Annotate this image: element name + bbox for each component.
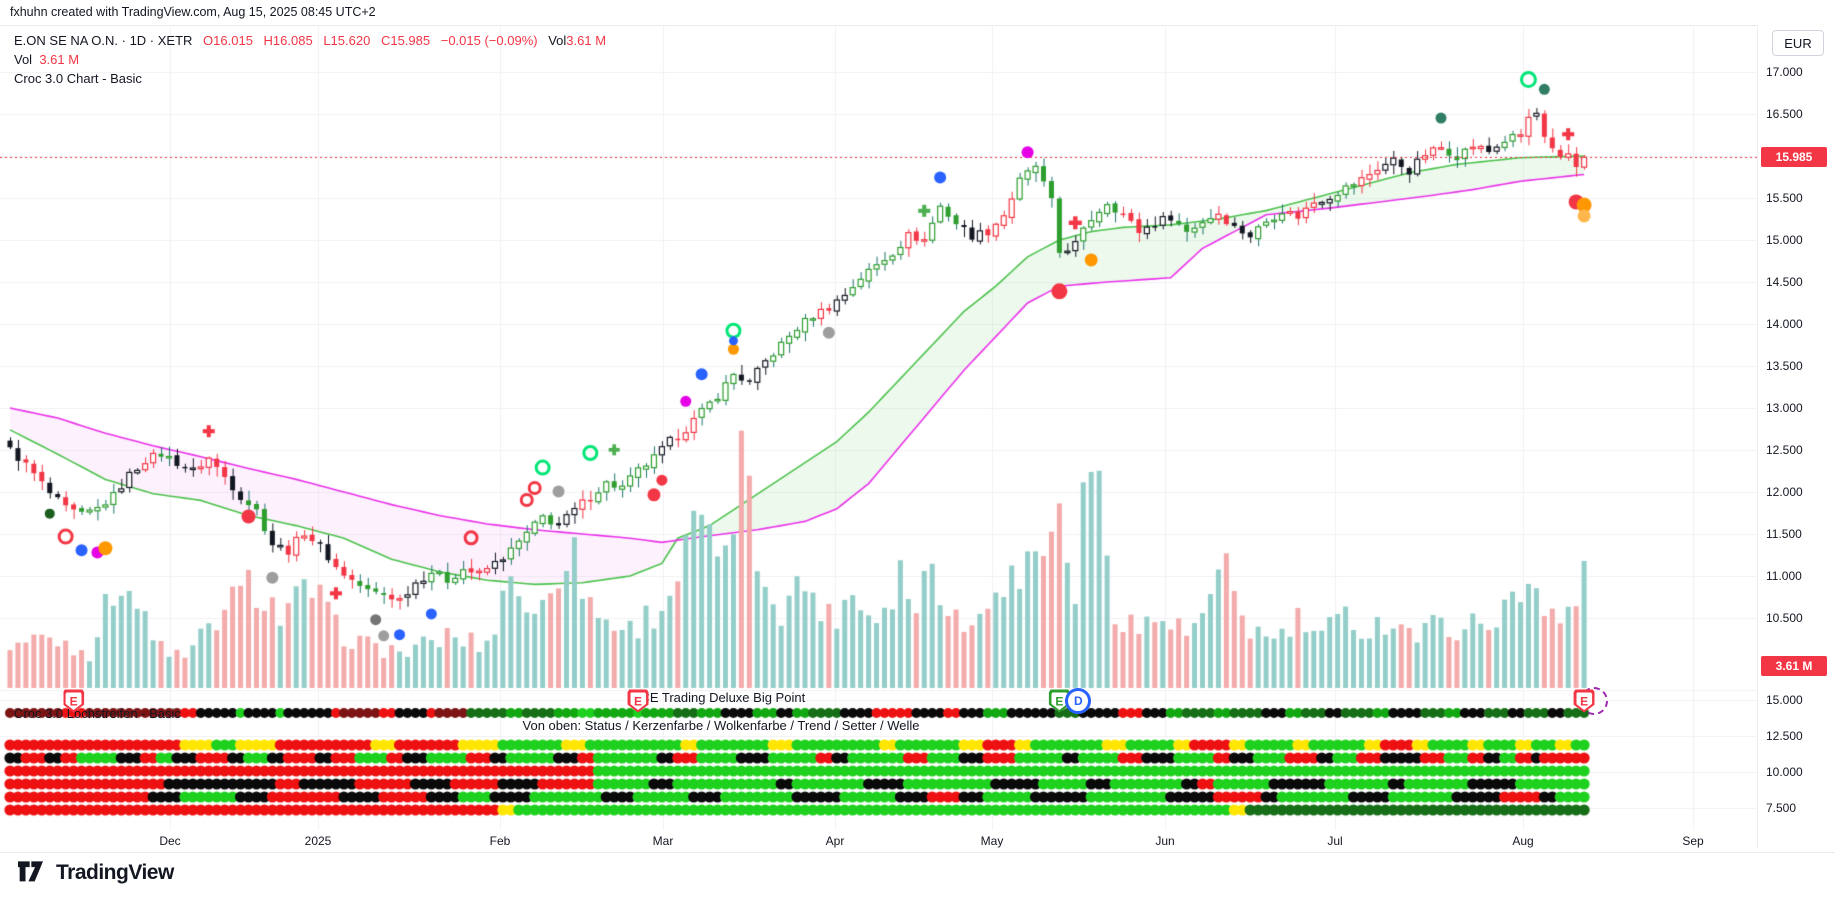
price-axis-label: 12.000 [1766, 485, 1803, 499]
volume-badge: 3.61 M [1761, 656, 1827, 676]
pane2-indicator-label[interactable]: Croc 3.0 Lochstreifen - Basic [14, 706, 181, 721]
volume-row-label[interactable]: Vol [14, 52, 33, 67]
time-axis-label: Aug [1512, 834, 1534, 848]
pane2-axis-label: 10.000 [1766, 765, 1803, 779]
earnings-badge-icon[interactable]: E [1573, 689, 1595, 713]
tradingview-logo-icon[interactable] [18, 861, 48, 885]
symbol-title[interactable]: E.ON SE NA O.N. · 1D · XETR [14, 33, 193, 48]
pane2-title: ICE Trading Deluxe Big Point [636, 690, 806, 705]
price-axis-label: 14.500 [1766, 275, 1803, 289]
current-price-badge: 15.985 [1761, 147, 1827, 168]
price-axis-label: 10.500 [1766, 611, 1803, 625]
symbol-row[interactable]: E.ON SE NA O.N. · 1D · XETR O16.015 H16.… [14, 31, 606, 50]
price-axis-label: 12.500 [1766, 443, 1803, 457]
price-axis-label: 11.000 [1766, 569, 1802, 583]
time-axis-label: Sep [1682, 834, 1704, 848]
price-axis-label: 15.000 [1766, 233, 1803, 247]
pane2-subtitle: Von oben: Status / Kerzenfarbe / Wolkenf… [522, 718, 920, 733]
time-axis-label: Feb [489, 834, 511, 848]
time-axis-label: May [980, 834, 1004, 848]
time-axis-label: Apr [825, 834, 845, 848]
volume-row[interactable]: Vol 3.61 M [14, 50, 606, 69]
price-scale[interactable]: EUR 17.000 16.500 15.500 15.000 14.500 14.000… [1757, 25, 1835, 848]
footer: TradingView [18, 861, 174, 885]
price-axis-label: 17.000 [1766, 65, 1803, 79]
price-axis-label: 15.500 [1766, 191, 1803, 205]
dividend-badge-icon[interactable]: D [1065, 688, 1092, 714]
currency-button[interactable]: EUR [1772, 30, 1824, 56]
price-axis-label: 11.500 [1766, 527, 1802, 541]
time-axis-label: Mar [652, 834, 674, 848]
time-axis-label: Jul [1327, 834, 1343, 848]
volume-row-value: 3.61 M [39, 52, 80, 67]
earnings-badge-icon[interactable]: E [627, 689, 649, 713]
pane2-axis-label: 15.000 [1766, 693, 1803, 707]
time-axis-label: Dec [159, 834, 181, 848]
price-chart-canvas[interactable] [0, 25, 1757, 832]
vol-label: Vol [548, 33, 567, 48]
ohlc-close: C15.985 [380, 33, 431, 48]
indicator-label[interactable]: Croc 3.0 Chart - Basic [14, 71, 142, 86]
pane2-axis-label: 12.500 [1766, 729, 1803, 743]
earnings-badge-icon[interactable]: E [1048, 689, 1070, 713]
ohlc-open: O16.015 [203, 33, 253, 48]
time-axis-label: Jun [1155, 834, 1175, 848]
price-axis-label: 13.500 [1766, 359, 1803, 373]
price-axis-label: 14.000 [1766, 317, 1803, 331]
bottom-separator [0, 852, 1835, 853]
attribution-text: fxhuhn created with TradingView.com, Aug… [10, 5, 376, 19]
tradingview-brand-text[interactable]: TradingView [56, 861, 174, 884]
earnings-badge-icon[interactable]: E [63, 689, 85, 713]
price-axis-label: 16.500 [1766, 107, 1803, 121]
ohlc-high: H16.085 [263, 33, 313, 48]
vol-value: 3.61 M [566, 33, 607, 48]
pane2-axis-label: 7.500 [1766, 801, 1797, 815]
time-axis[interactable]: Dec 2025 Feb Mar Apr May Jun Jul Aug Sep [0, 830, 1757, 852]
indicator-row[interactable]: Croc 3.0 Chart - Basic [14, 69, 606, 88]
ohlc-low: L15.620 [323, 33, 371, 48]
time-axis-label: 2025 [304, 834, 332, 848]
ohlc-change: −0.015 (−0.09%) [440, 33, 538, 48]
legend: E.ON SE NA O.N. · 1D · XETR O16.015 H16.… [14, 31, 606, 88]
price-axis-label: 13.000 [1766, 401, 1803, 415]
